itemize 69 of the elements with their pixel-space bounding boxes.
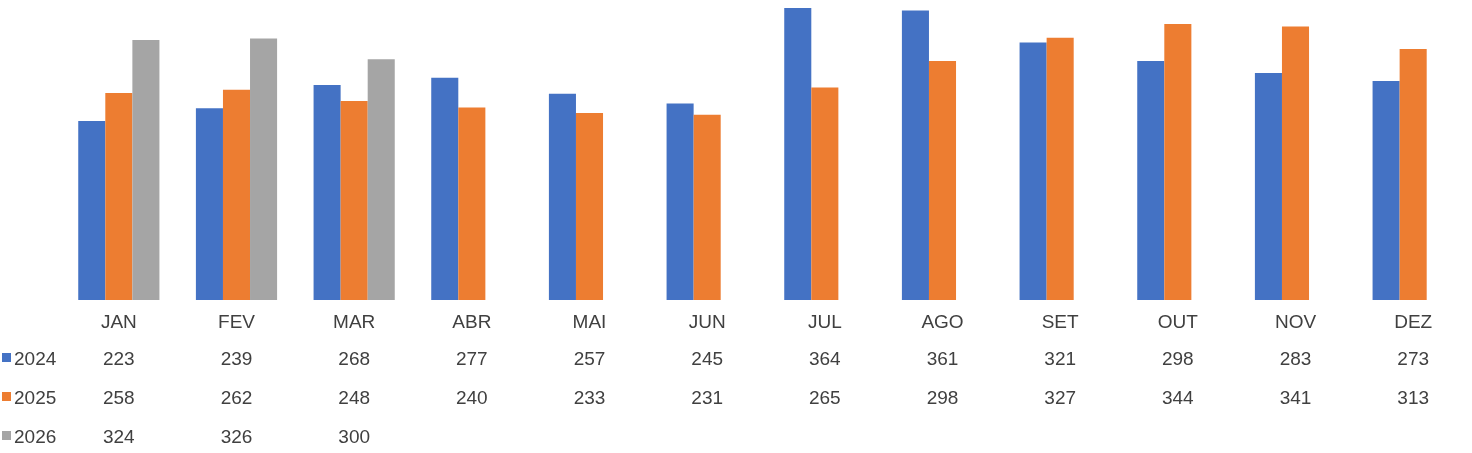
legend-label: 2026: [14, 425, 57, 447]
bar: [693, 114, 721, 300]
bar: [132, 40, 160, 300]
data-label: 298: [1161, 347, 1194, 369]
data-label: 344: [1161, 386, 1195, 408]
data-label: 300: [338, 425, 371, 447]
bar: [666, 103, 694, 300]
data-label: 239: [220, 347, 253, 369]
data-label: 231: [691, 386, 724, 408]
data-label: 273: [1397, 347, 1430, 369]
bar: [222, 89, 251, 300]
data-label: 268: [338, 347, 371, 369]
x-tick-label: JUN: [688, 311, 726, 332]
data-label: 298: [926, 386, 959, 408]
data-label: 341: [1279, 386, 1312, 408]
x-tick-label: SET: [1041, 311, 1080, 332]
bar: [1254, 72, 1282, 300]
bar: [811, 87, 839, 300]
bar: [250, 38, 278, 300]
data-label: 324: [102, 425, 136, 447]
data-label: 265: [808, 386, 841, 408]
bar: [313, 85, 341, 300]
data-label: 248: [338, 386, 371, 408]
bar: [78, 121, 106, 300]
bar: [340, 101, 368, 300]
data-label: 364: [808, 347, 842, 369]
data-label: 258: [102, 386, 135, 408]
bar: [548, 93, 576, 300]
x-tick-label: JAN: [100, 311, 137, 332]
data-label: 277: [455, 347, 488, 369]
bar: [1372, 81, 1400, 300]
data-label: 321: [1044, 347, 1077, 369]
data-label: 233: [573, 386, 606, 408]
data-label: 262: [220, 386, 253, 408]
bar: [784, 8, 812, 300]
x-tick-label: OUT: [1157, 311, 1199, 332]
legend-label: 2025: [14, 386, 57, 408]
bar: [1046, 37, 1074, 300]
x-tick-label: FEV: [218, 311, 256, 332]
x-tick-label: MAI: [572, 311, 607, 332]
bar: [1399, 48, 1427, 300]
bar: [575, 113, 604, 300]
data-label: 257: [573, 347, 606, 369]
data-label: 326: [220, 425, 253, 447]
legend-label: 2024: [14, 347, 57, 369]
data-label: 327: [1044, 386, 1077, 408]
bar: [431, 77, 459, 300]
x-tick-label: MAR: [333, 311, 376, 332]
data-label: 361: [926, 347, 959, 369]
data-label: 245: [691, 347, 724, 369]
bar: [928, 60, 957, 300]
x-tick-label: DEZ: [1394, 311, 1433, 332]
bar: [1164, 24, 1192, 300]
data-label: 283: [1279, 347, 1312, 369]
bar: [1019, 42, 1047, 300]
bar: [1281, 26, 1310, 300]
data-label: 223: [102, 347, 135, 369]
x-tick-label: AGO: [921, 311, 964, 332]
data-label: 240: [455, 386, 488, 408]
x-tick-label: ABR: [452, 311, 492, 332]
x-tick-label: NOV: [1274, 311, 1317, 332]
bar: [1137, 60, 1165, 300]
bar: [367, 59, 395, 300]
bar: [901, 10, 929, 300]
x-tick-label: JUL: [807, 311, 842, 332]
bar: [105, 93, 133, 300]
bar: [458, 107, 486, 300]
data-label: 313: [1397, 386, 1430, 408]
bar: [195, 108, 223, 300]
